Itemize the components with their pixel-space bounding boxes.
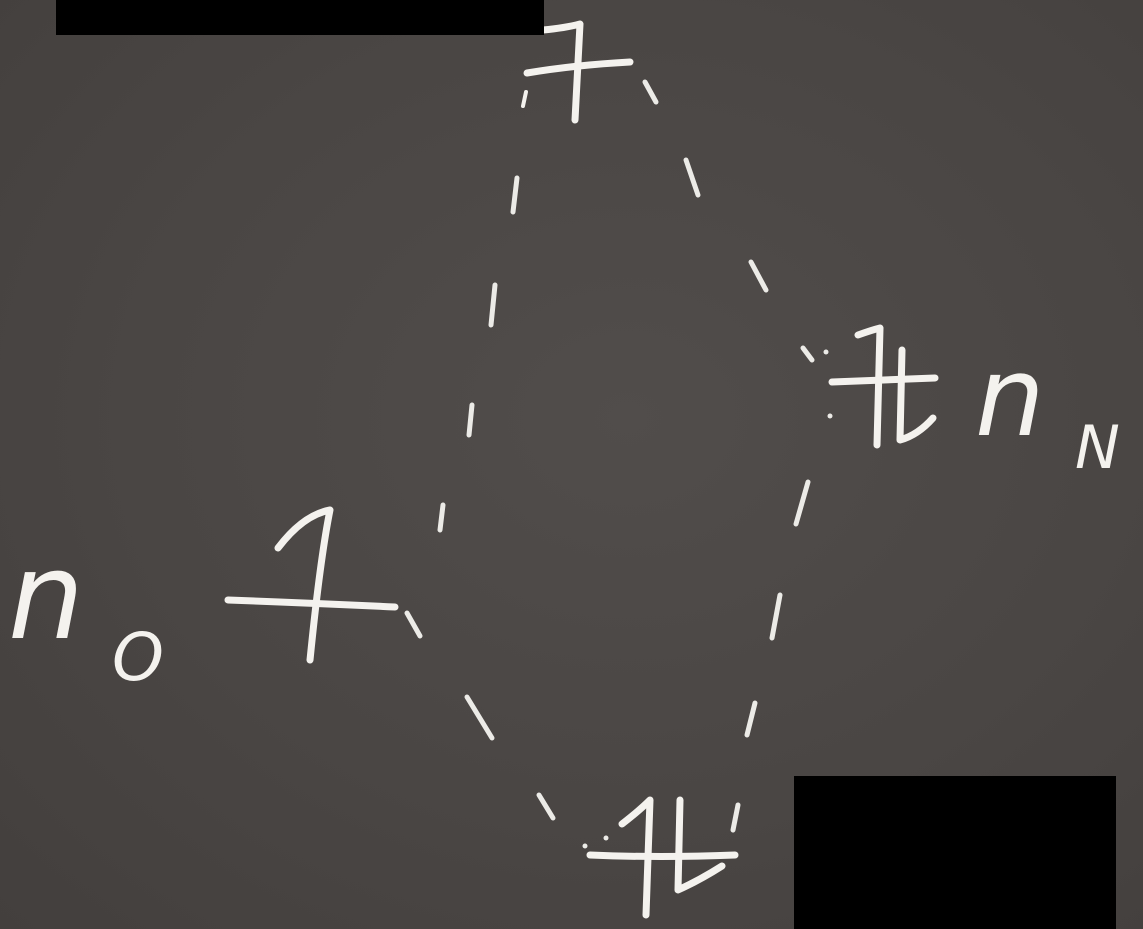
antibonding-level (521, 20, 634, 124)
bonding-line (586, 851, 739, 860)
dash (793, 479, 811, 527)
right-electron-up-arrow (854, 324, 884, 449)
dash (536, 792, 556, 821)
dash (404, 610, 423, 639)
right-atomic-level (828, 324, 939, 449)
dash (744, 700, 758, 738)
left-level-line (224, 596, 399, 611)
chalk-dot (827, 413, 833, 419)
right-orbital-label-subscript: N (1075, 413, 1120, 483)
dash (466, 402, 475, 438)
right-level-line (828, 374, 939, 386)
right-electron-down-arrow (896, 346, 937, 444)
antibonding-tick (521, 90, 528, 108)
left-orbital-label-subscript: O (112, 619, 164, 696)
dash (642, 79, 659, 105)
left-atomic-level (224, 506, 399, 664)
chalk-dot (603, 835, 609, 841)
redaction-box-bottom (794, 776, 1116, 929)
redaction-box-top (56, 0, 544, 35)
right-orbital-label-base: n (975, 333, 1045, 461)
left-electron-up-arrow (274, 506, 334, 664)
dash (510, 175, 520, 215)
left-orbital-label-base: n (8, 528, 84, 667)
right-orbital-label: n N (975, 333, 1120, 483)
bonding-electron-down-arrow (674, 796, 726, 894)
bonding-electron-up-arrow (618, 796, 654, 919)
dash (800, 345, 815, 363)
dash (769, 592, 783, 641)
chalk-dot (823, 349, 829, 355)
antibonding-electron-up-arrow (539, 20, 584, 124)
dash (464, 694, 495, 741)
bonding-level (586, 796, 739, 919)
dash (488, 282, 498, 328)
dash (748, 259, 769, 293)
dash (730, 802, 741, 833)
correlation-lines (404, 79, 833, 849)
dash (683, 157, 701, 198)
left-orbital-label: n O (8, 528, 164, 696)
chalk-dot (582, 843, 588, 849)
dash (437, 502, 446, 533)
